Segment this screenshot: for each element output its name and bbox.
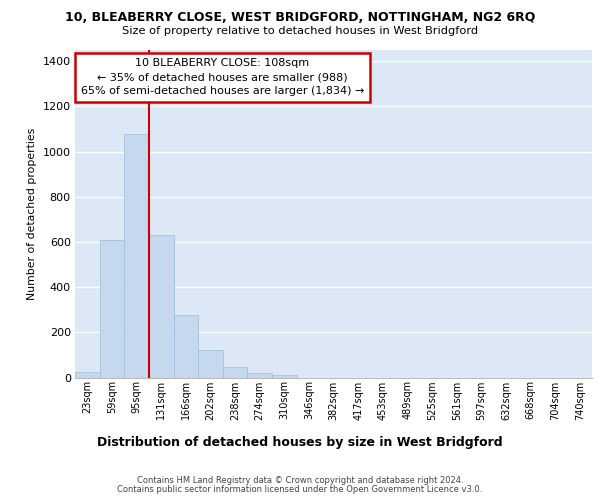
Text: 10, BLEABERRY CLOSE, WEST BRIDGFORD, NOTTINGHAM, NG2 6RQ: 10, BLEABERRY CLOSE, WEST BRIDGFORD, NOT… <box>65 11 535 24</box>
Bar <box>100 240 124 378</box>
Text: Contains HM Land Registry data © Crown copyright and database right 2024.: Contains HM Land Registry data © Crown c… <box>137 476 463 485</box>
Bar <box>173 316 198 378</box>
Bar <box>149 235 173 378</box>
Bar <box>198 350 223 378</box>
Bar <box>223 367 247 378</box>
Text: Distribution of detached houses by size in West Bridgford: Distribution of detached houses by size … <box>97 436 503 449</box>
Y-axis label: Number of detached properties: Number of detached properties <box>27 128 37 300</box>
Text: 10 BLEABERRY CLOSE: 108sqm
← 35% of detached houses are smaller (988)
65% of sem: 10 BLEABERRY CLOSE: 108sqm ← 35% of deta… <box>81 58 364 96</box>
Bar <box>124 134 149 378</box>
Bar <box>272 375 296 378</box>
Text: Contains public sector information licensed under the Open Government Licence v3: Contains public sector information licen… <box>118 485 482 494</box>
Text: Size of property relative to detached houses in West Bridgford: Size of property relative to detached ho… <box>122 26 478 36</box>
Bar <box>75 372 100 378</box>
Bar <box>247 373 272 378</box>
